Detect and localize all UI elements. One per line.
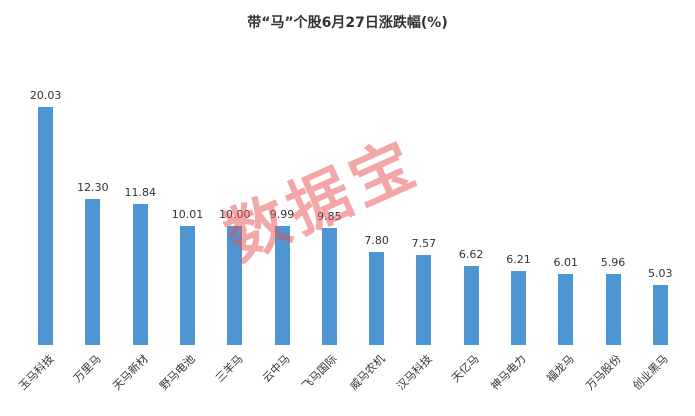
bar-column: 10.00 三羊马 [211,58,258,385]
bar [38,107,54,345]
bar-value-label: 6.62 [458,248,484,261]
bar-column: 5.96 万马股份 [583,58,636,393]
bar-value-label: 20.03 [29,89,62,102]
bar-column: 10.01 野马电池 [158,58,211,393]
bar [227,226,243,345]
bar-value-label: 10.00 [219,208,251,221]
bar [132,204,148,345]
bar [274,226,290,345]
bar-value-label: 9.85 [317,210,342,223]
category-label: 万马股份 [583,352,624,393]
category-label: 神马电力 [488,352,530,393]
bar-value-label: 6.01 [553,256,578,269]
bar-column: 6.01 福龙马 [542,58,589,385]
bar-value-label: 10.01 [171,208,204,221]
bar-chart: 20.03 玉马科技 12.30 万里马 11.84 天马新材 10.01 野马电池 10.00… [16,58,684,393]
category-label: 创业黑马 [630,352,671,393]
bar-column: 12.30 万里马 [69,58,116,385]
category-label: 飞马国际 [299,352,340,393]
bar-value-label: 5.96 [600,256,626,269]
category-label: 野马电池 [157,352,199,393]
bar-value-label: 6.21 [506,253,531,266]
bar-column: 6.62 天亿马 [448,58,495,385]
bar-column: 7.80 威马农机 [347,58,400,393]
category-label: 三羊马 [212,352,246,385]
bar-column: 9.99 云中马 [258,58,305,385]
bar-value-label: 5.03 [648,267,673,280]
bar-column: 7.57 汉马科技 [394,58,447,393]
bar-column: 11.84 天马新材 [111,58,164,393]
bar [652,285,668,345]
bar [321,228,337,345]
category-label: 汉马科技 [394,352,435,393]
bar [463,266,479,345]
category-label: 天马新材 [110,352,151,393]
bar [558,274,574,345]
category-label: 天亿马 [449,352,482,385]
category-label: 威马农机 [346,352,388,393]
bar-column: 9.85 飞马国际 [300,58,353,393]
category-label: 万里马 [71,352,104,385]
bar [416,255,432,345]
bar [179,226,195,345]
bar-value-label: 12.30 [77,181,109,194]
chart-title: 带“马”个股6月27日涨跌幅(%) [247,15,448,31]
bar-value-label: 11.84 [124,186,156,199]
bar-value-label: 9.99 [269,208,295,221]
category-label: 福龙马 [543,352,577,385]
bar-value-label: 7.80 [364,234,389,247]
category-label: 玉马科技 [15,352,57,393]
bar-column: 6.21 神马电力 [489,58,542,393]
bar-column: 5.03 创业黑马 [631,58,684,393]
bar [369,252,385,345]
bar-column: 20.03 玉马科技 [16,58,69,393]
bar [85,199,101,345]
category-label: 云中马 [260,352,293,385]
bar [510,271,526,345]
bar-value-label: 7.57 [411,237,437,250]
bar [605,274,621,345]
